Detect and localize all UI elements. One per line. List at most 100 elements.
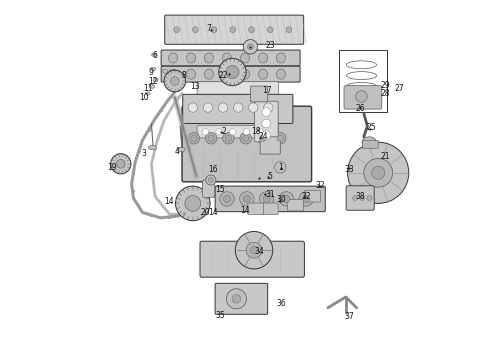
- Text: 5: 5: [268, 172, 272, 181]
- Text: 28: 28: [381, 89, 390, 98]
- FancyBboxPatch shape: [363, 140, 378, 148]
- Circle shape: [268, 27, 273, 33]
- Ellipse shape: [187, 69, 196, 79]
- Text: 29: 29: [381, 81, 390, 90]
- Ellipse shape: [204, 53, 214, 63]
- Circle shape: [220, 192, 234, 206]
- Ellipse shape: [151, 53, 157, 57]
- Circle shape: [246, 242, 262, 258]
- FancyBboxPatch shape: [262, 203, 278, 215]
- Circle shape: [283, 195, 290, 202]
- Ellipse shape: [148, 145, 156, 150]
- Circle shape: [219, 58, 246, 86]
- Ellipse shape: [259, 53, 268, 63]
- Text: 26: 26: [355, 104, 365, 113]
- Circle shape: [274, 132, 286, 144]
- Text: 38: 38: [355, 192, 365, 201]
- Circle shape: [225, 135, 232, 141]
- FancyBboxPatch shape: [215, 186, 325, 212]
- Circle shape: [205, 132, 217, 144]
- Ellipse shape: [346, 61, 376, 69]
- Circle shape: [360, 195, 365, 201]
- Circle shape: [356, 91, 367, 102]
- Circle shape: [175, 186, 210, 221]
- Text: 1: 1: [279, 163, 283, 172]
- Circle shape: [226, 66, 239, 78]
- Circle shape: [208, 177, 213, 183]
- Circle shape: [286, 27, 292, 33]
- Text: 10: 10: [139, 93, 149, 102]
- Circle shape: [208, 135, 215, 141]
- Circle shape: [279, 192, 294, 206]
- Text: 34: 34: [254, 248, 264, 256]
- Text: 25: 25: [366, 123, 376, 132]
- Circle shape: [222, 132, 234, 144]
- Circle shape: [243, 40, 258, 54]
- Circle shape: [263, 195, 270, 202]
- Circle shape: [235, 231, 273, 269]
- Text: 6: 6: [152, 51, 157, 60]
- Circle shape: [257, 129, 263, 135]
- FancyBboxPatch shape: [288, 199, 303, 211]
- Text: 15: 15: [215, 185, 224, 194]
- Text: 27: 27: [395, 84, 405, 93]
- Circle shape: [247, 44, 253, 50]
- FancyBboxPatch shape: [197, 126, 278, 138]
- Text: 36: 36: [276, 299, 286, 307]
- Circle shape: [216, 129, 222, 135]
- Circle shape: [257, 132, 269, 144]
- Ellipse shape: [146, 92, 150, 95]
- Circle shape: [111, 154, 131, 174]
- FancyBboxPatch shape: [250, 86, 268, 102]
- Circle shape: [303, 195, 310, 202]
- Text: 37: 37: [344, 312, 354, 321]
- Circle shape: [202, 129, 209, 135]
- Circle shape: [259, 192, 274, 206]
- FancyBboxPatch shape: [248, 203, 264, 215]
- Text: 9: 9: [149, 68, 154, 77]
- Circle shape: [188, 103, 197, 112]
- Circle shape: [240, 132, 251, 144]
- Text: 23: 23: [266, 41, 275, 50]
- Ellipse shape: [346, 72, 376, 80]
- Text: 21: 21: [381, 152, 390, 161]
- Text: 31: 31: [266, 190, 275, 199]
- Circle shape: [226, 289, 246, 309]
- Text: 11: 11: [143, 84, 152, 93]
- FancyBboxPatch shape: [197, 82, 278, 95]
- Circle shape: [211, 27, 217, 33]
- Text: 32: 32: [316, 181, 325, 190]
- FancyBboxPatch shape: [260, 137, 280, 154]
- Text: 30: 30: [276, 195, 286, 204]
- Circle shape: [193, 27, 198, 33]
- Ellipse shape: [162, 69, 168, 73]
- Circle shape: [223, 195, 231, 202]
- FancyBboxPatch shape: [254, 101, 278, 142]
- Text: 35: 35: [215, 310, 225, 320]
- Ellipse shape: [276, 53, 286, 63]
- Circle shape: [364, 158, 392, 187]
- Circle shape: [243, 195, 250, 202]
- Circle shape: [299, 192, 314, 206]
- Text: 17: 17: [262, 86, 271, 95]
- Text: 3: 3: [142, 149, 147, 158]
- Circle shape: [203, 103, 213, 112]
- Text: 19: 19: [107, 163, 117, 172]
- Text: 7: 7: [207, 24, 212, 33]
- FancyBboxPatch shape: [165, 15, 304, 44]
- Circle shape: [262, 131, 270, 139]
- Circle shape: [250, 247, 258, 254]
- Text: 4: 4: [174, 147, 179, 156]
- Text: 14: 14: [240, 206, 250, 215]
- Circle shape: [230, 27, 236, 33]
- Circle shape: [171, 77, 179, 85]
- Text: 14: 14: [165, 197, 174, 206]
- Ellipse shape: [187, 53, 196, 63]
- Text: 13: 13: [190, 82, 199, 91]
- Ellipse shape: [204, 69, 214, 79]
- FancyBboxPatch shape: [305, 190, 320, 202]
- Circle shape: [232, 294, 241, 303]
- Ellipse shape: [241, 53, 249, 63]
- Bar: [339, 50, 387, 112]
- Circle shape: [248, 103, 258, 112]
